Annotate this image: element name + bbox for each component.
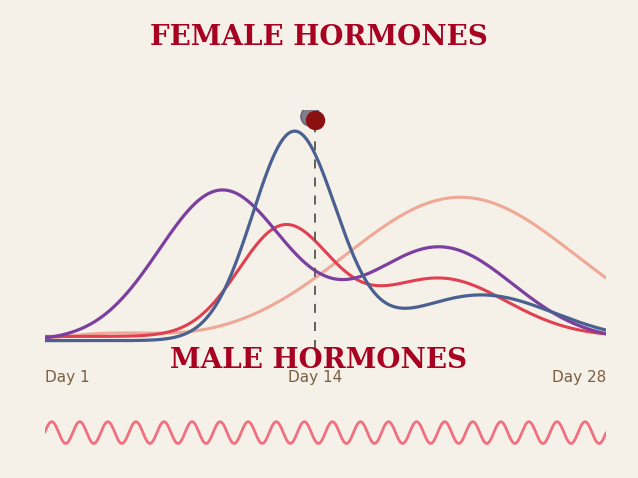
Text: Day 28: Day 28	[552, 369, 606, 385]
Text: Day 14: Day 14	[288, 369, 342, 385]
Text: MALE HORMONES: MALE HORMONES	[170, 347, 468, 373]
Text: FEMALE HORMONES: FEMALE HORMONES	[150, 24, 488, 51]
Text: Day 1: Day 1	[45, 369, 89, 385]
